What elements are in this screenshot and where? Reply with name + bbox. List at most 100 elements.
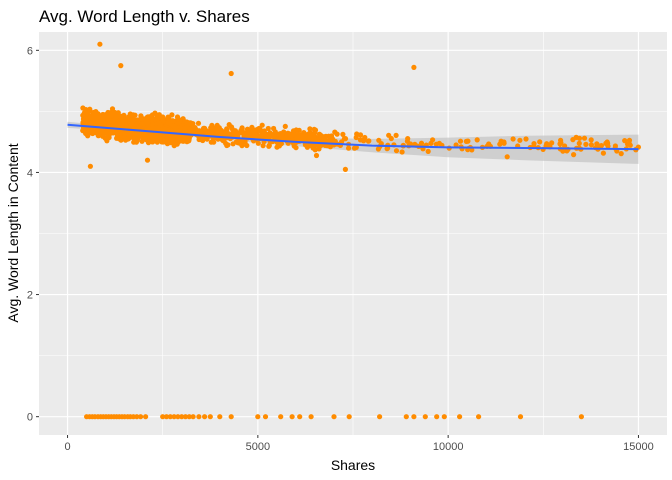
- data-point: [434, 414, 440, 420]
- data-point: [305, 131, 311, 137]
- data-point: [622, 138, 628, 144]
- data-point: [361, 137, 367, 143]
- data-point: [334, 131, 340, 137]
- data-point: [202, 414, 208, 420]
- data-point: [260, 143, 266, 149]
- data-point: [163, 414, 170, 420]
- data-point: [248, 128, 254, 134]
- data-point: [165, 127, 171, 133]
- data-point: [313, 152, 320, 159]
- data-points: [80, 41, 642, 420]
- data-point: [200, 127, 206, 133]
- data-point: [160, 414, 166, 420]
- data-point: [457, 138, 464, 144]
- data-point: [139, 121, 145, 127]
- data-point: [266, 143, 272, 149]
- data-point: [316, 146, 322, 152]
- data-point: [156, 112, 162, 118]
- data-point: [422, 414, 428, 420]
- data-point: [200, 137, 206, 144]
- data-point: [84, 120, 90, 126]
- data-point: [504, 154, 510, 160]
- data-point: [143, 414, 149, 420]
- data-point: [571, 152, 577, 158]
- data-point: [182, 125, 188, 131]
- data-point: [228, 70, 234, 77]
- data-point: [501, 139, 507, 145]
- data-point: [340, 131, 346, 137]
- data-point: [128, 120, 134, 127]
- data-point: [312, 127, 319, 133]
- data-point: [265, 125, 271, 132]
- data-point: [476, 414, 482, 420]
- trend-line: [67, 123, 639, 151]
- data-point: [272, 129, 278, 135]
- data-point: [411, 414, 417, 420]
- data-point: [136, 117, 142, 123]
- data-point: [87, 163, 93, 169]
- data-point: [560, 148, 566, 154]
- data-point: [258, 134, 264, 140]
- data-point: [537, 139, 543, 145]
- data-point: [167, 140, 173, 146]
- data-point: [393, 148, 400, 154]
- data-point: [399, 149, 405, 155]
- data-point: [186, 137, 192, 143]
- data-point: [211, 139, 217, 145]
- data-point: [239, 125, 245, 131]
- data-point: [212, 125, 218, 131]
- x-axis-title: Shares: [331, 457, 375, 473]
- data-point: [261, 130, 267, 136]
- data-point: [228, 414, 234, 420]
- data-point: [269, 133, 276, 139]
- data-point: [474, 137, 480, 143]
- data-point: [88, 115, 95, 121]
- data-point: [154, 125, 160, 131]
- data-point: [594, 141, 600, 147]
- data-point: [407, 141, 414, 147]
- data-point: [603, 140, 609, 146]
- data-point: [87, 106, 93, 112]
- data-point: [148, 132, 154, 138]
- data-point: [573, 134, 579, 140]
- data-point: [133, 139, 139, 145]
- data-point: [152, 116, 158, 122]
- data-point: [549, 140, 555, 146]
- data-point: [176, 128, 182, 134]
- data-point: [147, 114, 153, 120]
- data-point: [583, 141, 589, 147]
- data-point: [469, 147, 475, 153]
- data-point: [118, 63, 124, 69]
- confidence-band: [67, 121, 639, 164]
- data-point: [403, 414, 409, 420]
- data-point: [160, 139, 166, 145]
- data-point: [510, 136, 516, 142]
- data-point: [293, 132, 299, 138]
- data-point: [564, 148, 570, 154]
- data-point: [157, 122, 163, 128]
- data-point: [312, 136, 318, 142]
- data-point: [207, 414, 213, 420]
- data-point: [262, 414, 269, 420]
- data-point: [307, 142, 313, 148]
- data-point: [91, 111, 97, 117]
- x-tick-label: 10000: [433, 441, 464, 453]
- data-point: [145, 120, 151, 126]
- y-tick-label: 0: [27, 412, 33, 424]
- y-axis-title: Avg. Word Length in Content: [5, 143, 21, 322]
- data-point: [289, 414, 295, 420]
- data-point: [588, 137, 594, 143]
- data-point: [167, 414, 173, 420]
- data-point: [97, 41, 103, 47]
- y-axis-ticks: 0 2 4 6: [27, 45, 39, 424]
- data-point: [134, 121, 140, 127]
- data-point: [154, 139, 160, 145]
- data-point: [291, 143, 297, 149]
- data-point: [300, 134, 306, 140]
- data-point: [255, 414, 261, 420]
- data-point: [119, 118, 125, 124]
- data-point: [386, 132, 392, 138]
- data-point: [210, 129, 216, 135]
- data-point: [405, 136, 411, 142]
- data-point: [425, 148, 431, 154]
